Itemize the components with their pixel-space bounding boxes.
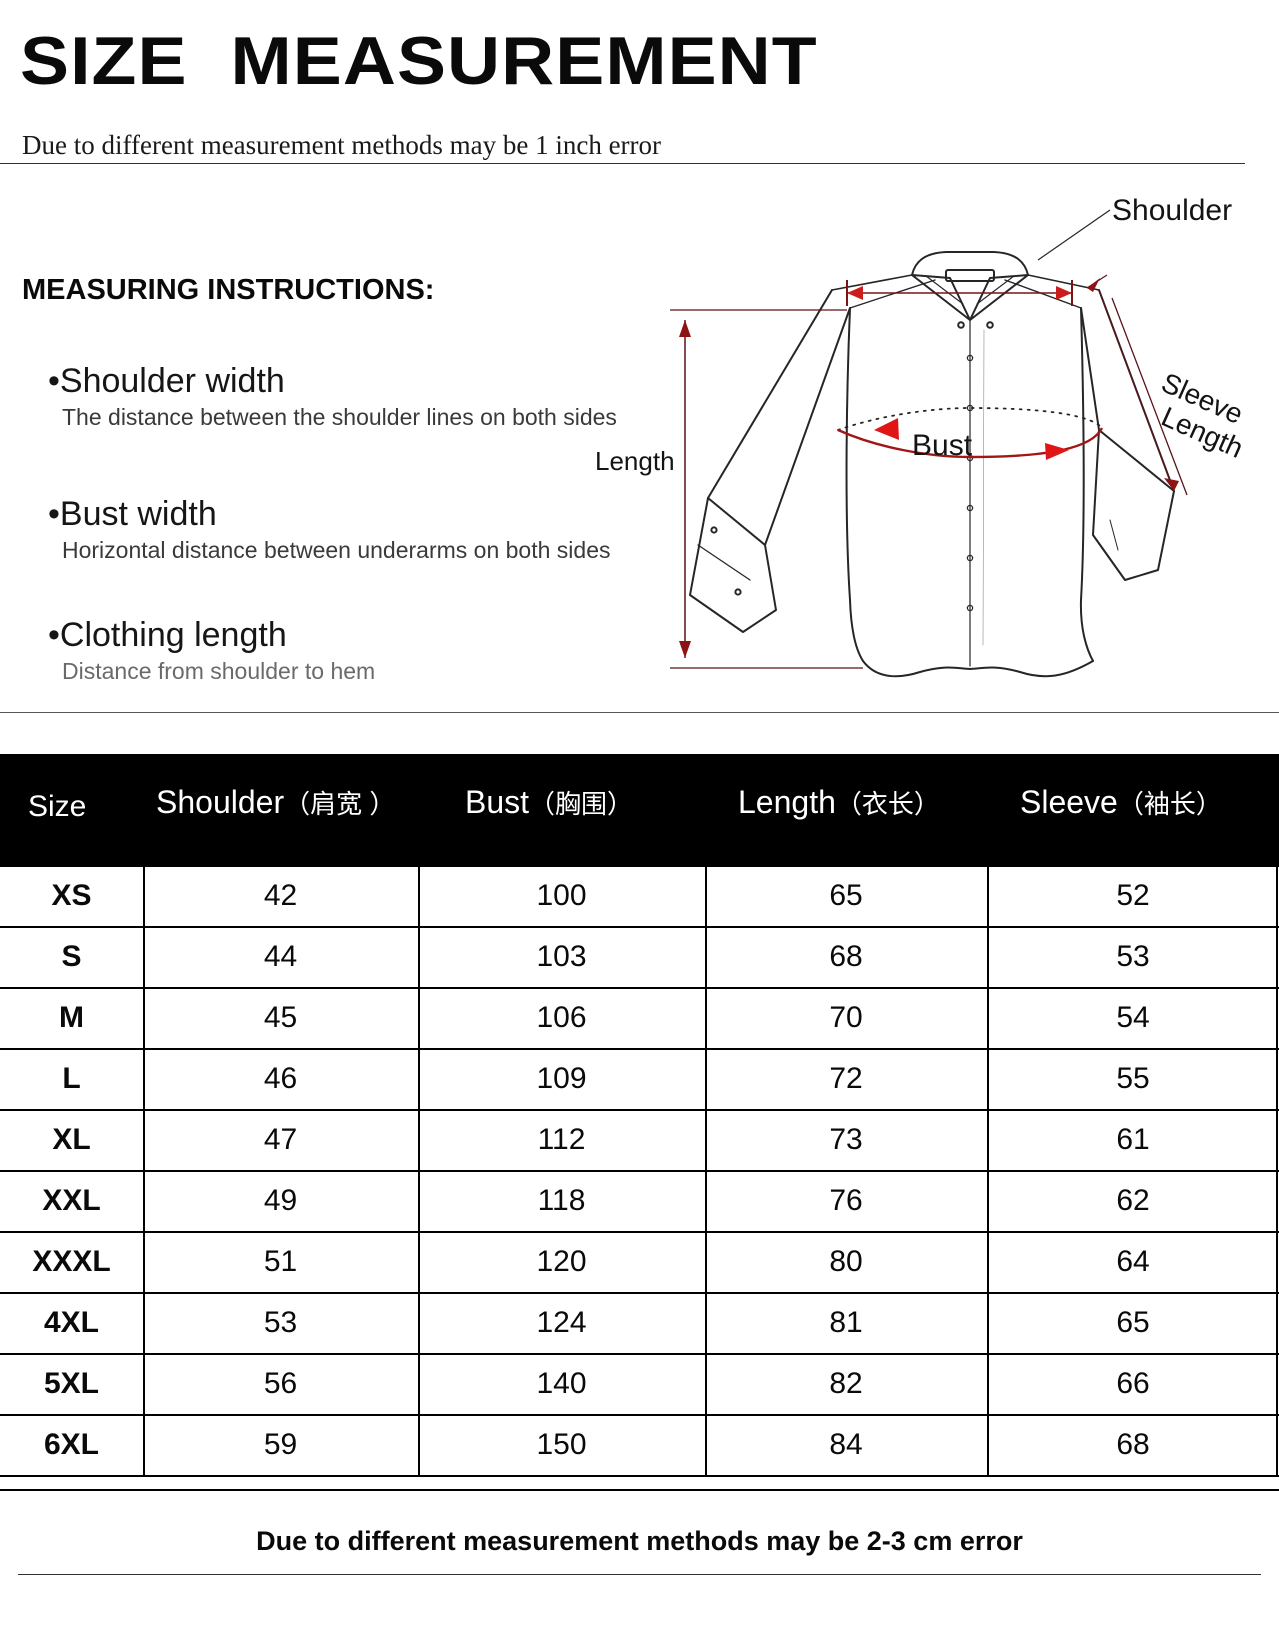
svg-text:Bust: Bust [912,429,973,462]
svg-text:Shoulder: Shoulder [1112,194,1232,227]
svg-text:Length: Length [595,446,675,476]
